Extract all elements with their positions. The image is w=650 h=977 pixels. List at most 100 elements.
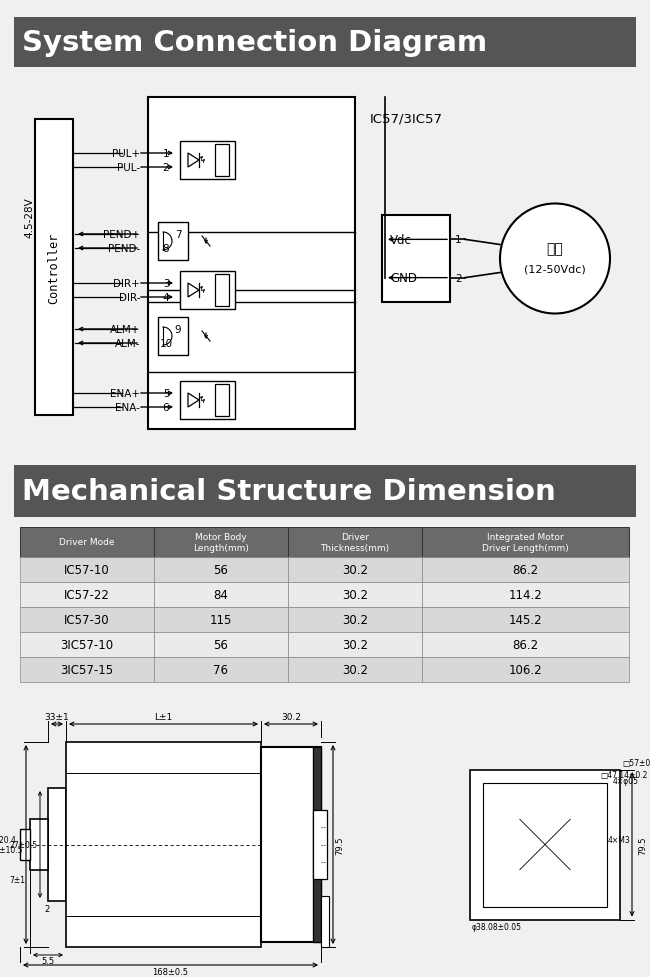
Circle shape (593, 840, 601, 849)
Text: 9: 9 (175, 324, 181, 335)
Bar (48, 788, 66, 901)
Text: 79.5: 79.5 (638, 835, 647, 854)
Text: ALM+: ALM+ (110, 324, 140, 335)
Bar (35, 120, 73, 415)
Bar (154, 608, 288, 632)
Bar (382, 216, 450, 303)
Bar (20, 658, 154, 682)
Bar (30, 819, 48, 871)
Bar (20, 528, 154, 558)
Text: Motor Body
Length(mm): Motor Body Length(mm) (193, 532, 249, 552)
Bar (180, 382, 235, 419)
Bar (422, 632, 629, 658)
Text: PUL-: PUL- (117, 163, 140, 173)
Circle shape (481, 781, 487, 786)
Text: 10: 10 (159, 339, 172, 349)
Text: 30.2: 30.2 (342, 614, 368, 626)
Text: 7: 7 (175, 230, 181, 239)
Text: 30.2: 30.2 (342, 564, 368, 576)
Bar (158, 318, 188, 356)
Bar (313, 747, 321, 942)
Bar (154, 528, 288, 558)
Bar (154, 632, 288, 658)
Circle shape (603, 903, 609, 909)
Bar (288, 582, 422, 608)
Bar (288, 528, 422, 558)
Circle shape (478, 900, 490, 912)
Text: 4×M3: 4×M3 (608, 835, 630, 844)
Bar (20, 632, 154, 658)
Bar (288, 632, 422, 658)
Text: IC57-10: IC57-10 (64, 564, 110, 576)
Text: 84: 84 (214, 588, 228, 602)
Bar (158, 223, 188, 261)
Bar (422, 608, 629, 632)
Bar (20, 829, 30, 860)
Bar (288, 558, 422, 582)
Text: 2: 2 (162, 163, 169, 173)
Text: 1: 1 (162, 149, 169, 159)
Text: PUL+: PUL+ (112, 149, 140, 159)
Bar (422, 582, 629, 608)
Text: 76: 76 (213, 663, 229, 676)
Text: 115: 115 (210, 614, 232, 626)
Text: IC57/3IC57: IC57/3IC57 (370, 113, 443, 126)
Text: (12-50Vdc): (12-50Vdc) (524, 264, 586, 275)
Text: 79.5: 79.5 (335, 835, 344, 854)
Text: 3IC57-10: 3IC57-10 (60, 638, 114, 652)
Text: Mechanical Structure Dimension: Mechanical Structure Dimension (22, 478, 556, 505)
Bar (215, 275, 229, 307)
Text: L±1: L±1 (155, 712, 173, 721)
Circle shape (603, 781, 609, 786)
Text: ENA+: ENA+ (110, 389, 140, 399)
Bar (288, 658, 422, 682)
Text: 2: 2 (44, 904, 49, 913)
Circle shape (600, 900, 612, 912)
Bar (261, 747, 321, 942)
Text: 3IC57-15: 3IC57-15 (60, 663, 114, 676)
Text: φ20.4
±4±10.5: φ20.4 ±4±10.5 (0, 835, 23, 854)
Text: 86.2: 86.2 (512, 564, 539, 576)
Text: 30.2: 30.2 (342, 588, 368, 602)
Circle shape (529, 828, 561, 861)
Bar (313, 811, 327, 878)
Circle shape (541, 893, 549, 901)
Bar (14, 465, 636, 518)
Text: 4: 4 (162, 293, 169, 303)
Text: φ38.08±0.05: φ38.08±0.05 (472, 922, 522, 931)
Text: 56: 56 (214, 564, 228, 576)
Text: 3: 3 (162, 278, 169, 289)
Circle shape (500, 204, 610, 315)
Circle shape (489, 840, 497, 849)
Circle shape (507, 807, 583, 882)
Bar (321, 896, 329, 947)
Text: 106.2: 106.2 (509, 663, 542, 676)
Text: 56: 56 (214, 638, 228, 652)
Text: ALM-: ALM- (114, 339, 140, 349)
Text: IC57-30: IC57-30 (64, 614, 110, 626)
Bar (20, 558, 154, 582)
Text: Driver
Thickness(mm): Driver Thickness(mm) (320, 532, 389, 552)
Circle shape (521, 821, 569, 869)
Text: ENA-: ENA- (115, 403, 140, 412)
Text: IC57-22: IC57-22 (64, 588, 110, 602)
Circle shape (537, 836, 553, 853)
Text: PEND-: PEND- (108, 243, 140, 254)
Text: 2: 2 (455, 274, 461, 283)
Bar (154, 558, 288, 582)
Text: □47.14±0.2: □47.14±0.2 (600, 771, 647, 780)
Bar (470, 770, 620, 919)
Text: 8: 8 (162, 243, 169, 254)
Bar (180, 142, 235, 180)
Bar (422, 658, 629, 682)
Text: 7±1: 7±1 (9, 875, 25, 884)
Text: DIR-: DIR- (118, 293, 140, 303)
Bar (154, 658, 288, 682)
Text: 168±0.5: 168±0.5 (153, 967, 188, 976)
Text: 114.2: 114.2 (508, 588, 542, 602)
Bar (215, 145, 229, 177)
Text: 33±1: 33±1 (45, 712, 70, 721)
Text: Integrated Motor
Driver Length(mm): Integrated Motor Driver Length(mm) (482, 532, 569, 552)
Text: GND: GND (390, 272, 417, 285)
Text: 86.2: 86.2 (512, 638, 539, 652)
